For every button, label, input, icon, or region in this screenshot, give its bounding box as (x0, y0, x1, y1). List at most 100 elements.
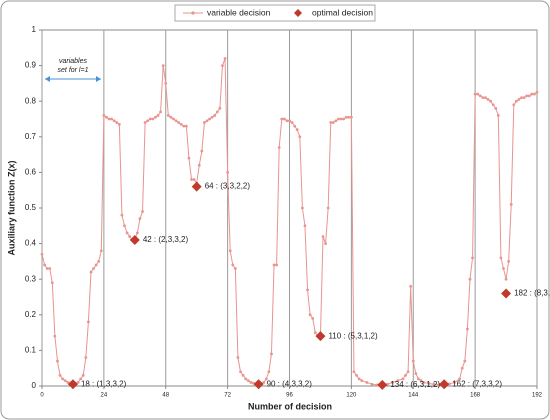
data-point (494, 106, 498, 110)
data-point (517, 98, 521, 101)
point-label: 110 : (5,3,1,2) (328, 331, 378, 340)
point-label: 182 : (8,3,1,2) (514, 289, 550, 298)
data-point (406, 370, 410, 374)
data-point (535, 90, 539, 94)
data-point (357, 377, 361, 381)
data-point (169, 115, 173, 119)
data-point (352, 370, 356, 374)
data-point (277, 146, 281, 149)
data-point (117, 122, 121, 126)
data-point (244, 377, 248, 381)
y-tick-label: 0.6 (25, 168, 37, 177)
data-point (396, 379, 400, 383)
data-point (208, 117, 211, 121)
optimal-point (315, 331, 326, 342)
data-point (347, 115, 351, 119)
data-point (499, 256, 503, 260)
data-point (213, 114, 217, 117)
y-axis-label: Auxiliary function Z(x) (6, 160, 16, 255)
data-point (61, 377, 65, 381)
data-point (115, 121, 119, 124)
data-point (146, 119, 150, 123)
data-point (267, 370, 271, 374)
data-point (226, 171, 230, 174)
x-tick-label: 120 (346, 393, 357, 399)
data-point (148, 117, 152, 121)
data-point (138, 217, 142, 221)
point-label: 134 : (6,3,1,2) (390, 380, 440, 389)
data-point (401, 377, 405, 381)
legend-label: variable decision (207, 7, 271, 17)
data-point (246, 379, 250, 383)
data-point (324, 242, 327, 246)
legend-label: optimal decision (312, 7, 373, 17)
data-point (179, 122, 183, 126)
data-point (391, 381, 395, 384)
data-point (533, 92, 536, 96)
data-point (414, 372, 418, 375)
y-tick-label: 0.5 (25, 203, 37, 212)
data-point (339, 117, 343, 121)
data-point (107, 117, 111, 121)
point-label: 64 : (3,3,2,2) (205, 182, 251, 191)
data-point (282, 117, 286, 121)
data-point (151, 117, 155, 121)
data-point (422, 381, 425, 384)
data-point (156, 114, 160, 117)
data-point (210, 115, 214, 119)
data-point (326, 206, 330, 210)
data-point (200, 149, 204, 153)
data-point (89, 270, 93, 274)
data-point (481, 96, 485, 100)
data-point (110, 117, 114, 121)
data-point (66, 381, 70, 384)
data-point (300, 206, 304, 210)
data-point (303, 224, 307, 228)
data-point (218, 106, 222, 110)
data-point (275, 263, 279, 267)
data-point (306, 288, 309, 292)
data-point (476, 92, 480, 96)
data-point (530, 92, 534, 96)
data-point (463, 359, 467, 363)
optimal-point (129, 235, 140, 246)
data-point (166, 114, 170, 117)
x-tick-label: 48 (162, 393, 169, 399)
y-tick-label: 1 (32, 25, 37, 34)
legend-marker (191, 11, 195, 15)
data-point (154, 115, 157, 119)
optimal-point (377, 379, 388, 390)
annotation: set for l=1 (58, 67, 89, 74)
data-point (99, 249, 103, 253)
data-point (164, 82, 168, 85)
data-point (87, 320, 90, 324)
data-point (50, 281, 54, 285)
data-point (128, 235, 132, 238)
data-point (241, 373, 245, 377)
data-point (514, 99, 518, 103)
x-tick-label: 0 (40, 393, 44, 399)
data-point (527, 94, 531, 98)
data-point (192, 178, 196, 181)
data-point (172, 117, 175, 121)
data-point (453, 381, 456, 384)
y-tick-label: 0.9 (25, 61, 37, 70)
data-point (432, 382, 436, 386)
data-point (288, 119, 291, 123)
data-point (223, 57, 227, 60)
data-point (249, 381, 253, 384)
data-point (272, 263, 276, 267)
data-point (409, 284, 413, 288)
optimal-point (67, 379, 78, 390)
data-point (460, 366, 464, 370)
data-point (491, 103, 495, 107)
data-point (427, 382, 431, 385)
data-point (349, 115, 353, 119)
data-point (342, 117, 346, 121)
data-point (285, 119, 289, 123)
data-point (478, 94, 482, 98)
y-tick-label: 0.4 (25, 239, 37, 248)
data-point (458, 377, 462, 381)
point-label: 162 : (7,3,3,2) (452, 379, 502, 388)
data-point (370, 382, 374, 386)
